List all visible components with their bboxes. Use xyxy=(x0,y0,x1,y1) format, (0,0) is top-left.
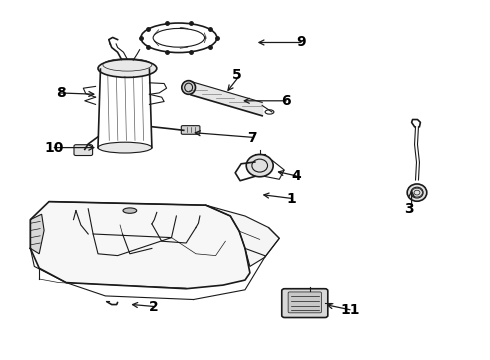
FancyBboxPatch shape xyxy=(74,145,93,156)
Text: 10: 10 xyxy=(45,141,64,154)
Polygon shape xyxy=(49,202,279,266)
Text: 5: 5 xyxy=(232,68,242,82)
Text: 6: 6 xyxy=(281,94,291,108)
Text: 1: 1 xyxy=(286,192,296,206)
Text: 9: 9 xyxy=(296,36,306,49)
Text: 11: 11 xyxy=(340,303,360,317)
FancyBboxPatch shape xyxy=(181,126,200,134)
Ellipse shape xyxy=(98,142,152,153)
Text: 8: 8 xyxy=(56,86,66,100)
Text: 2: 2 xyxy=(149,300,159,314)
Text: 7: 7 xyxy=(247,131,257,144)
Text: 4: 4 xyxy=(291,170,301,183)
FancyBboxPatch shape xyxy=(288,292,321,313)
Ellipse shape xyxy=(407,184,427,201)
Polygon shape xyxy=(30,202,250,289)
Text: 3: 3 xyxy=(404,202,414,216)
FancyBboxPatch shape xyxy=(282,289,328,318)
Polygon shape xyxy=(30,214,44,254)
Ellipse shape xyxy=(98,59,157,77)
Ellipse shape xyxy=(246,154,273,177)
Ellipse shape xyxy=(182,81,196,94)
Ellipse shape xyxy=(123,208,137,213)
